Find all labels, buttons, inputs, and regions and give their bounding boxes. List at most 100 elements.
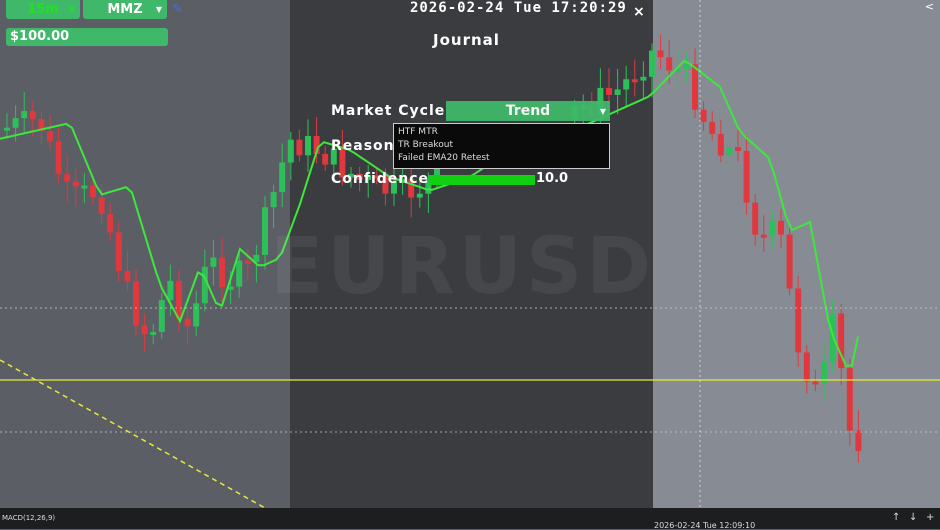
candle: [287, 139, 294, 163]
candle: [717, 134, 724, 156]
trend-line[interactable]: [0, 359, 266, 508]
reason-label: Reason: [331, 138, 395, 154]
candle: [81, 185, 88, 189]
candle: [339, 148, 346, 178]
chevron-down-icon: ▼: [599, 106, 606, 116]
symbol-select[interactable]: MMZ ▼: [83, 0, 167, 19]
candle: [279, 162, 286, 193]
candle: [193, 303, 200, 327]
symbol-value: MMZ: [107, 2, 143, 17]
candle: [98, 197, 105, 215]
price-chart[interactable]: [0, 0, 940, 508]
confidence-value: 10.0: [536, 171, 569, 186]
candle: [674, 68, 681, 72]
candle: [47, 131, 53, 142]
candle: [296, 139, 303, 156]
candle: [640, 76, 647, 81]
candle: [391, 181, 397, 194]
confidence-label: Confidence: [331, 171, 430, 187]
candle: [382, 175, 389, 194]
pen-icon[interactable]: ✎: [172, 2, 183, 17]
confidence-slider[interactable]: [429, 175, 535, 185]
market-cycle-value: Trend: [505, 103, 551, 119]
candle: [107, 214, 114, 233]
candle: [700, 109, 707, 122]
collapse-button[interactable]: <: [924, 0, 934, 13]
candle: [812, 381, 819, 385]
candle: [201, 266, 208, 304]
candle: [4, 127, 10, 131]
candle: [322, 154, 329, 165]
candle: [12, 118, 19, 128]
candle: [606, 87, 612, 95]
balance-field[interactable]: $100.00: [6, 28, 168, 46]
candle: [141, 325, 148, 335]
candle: [124, 270, 131, 282]
candle: [313, 135, 320, 155]
candle: [219, 257, 225, 288]
market-cycle-select[interactable]: Trend ▼: [446, 101, 610, 121]
candle: [855, 430, 862, 452]
symbol-watermark: EURUSD: [270, 222, 655, 312]
candle: [416, 193, 423, 198]
candle: [150, 331, 157, 335]
candle: [227, 286, 234, 290]
candle: [115, 232, 122, 271]
candle: [743, 150, 750, 203]
candle: [649, 50, 655, 77]
candle: [158, 300, 165, 332]
candle: [72, 181, 79, 187]
candle: [176, 280, 182, 319]
candle: [821, 362, 827, 383]
candle: [348, 173, 354, 178]
close-journal-button[interactable]: ×: [633, 4, 645, 20]
candle: [838, 313, 845, 369]
chevron-down-icon: ▼: [68, 5, 75, 14]
candle: [683, 64, 690, 69]
candle: [623, 79, 630, 90]
candle: [55, 141, 62, 175]
crosshair-time-label: 2026-02-24 Tue 12:09:10: [654, 521, 756, 530]
candle: [769, 220, 776, 236]
candle: [425, 179, 432, 194]
candle: [752, 202, 759, 235]
arrow-up-icon[interactable]: ↑: [892, 512, 901, 523]
candle: [631, 79, 638, 83]
candle: [365, 175, 372, 180]
market-cycle-label: Market Cycle: [331, 103, 446, 119]
reason-item[interactable]: HTF MTR: [398, 127, 438, 137]
reason-item[interactable]: TR Breakout: [398, 140, 453, 150]
candle: [726, 147, 733, 156]
arrow-down-icon[interactable]: ↓: [909, 512, 918, 523]
clock: 2026-02-24 Tue 17:20:29: [410, 0, 627, 16]
candle: [305, 135, 311, 156]
reason-list[interactable]: HTF MTR TR Breakout Failed EMA20 Retest: [393, 123, 610, 169]
candle: [408, 178, 415, 198]
candle: [846, 368, 853, 431]
candle: [692, 64, 698, 110]
candle: [38, 118, 45, 132]
add-icon[interactable]: +: [926, 512, 935, 523]
candle: [21, 111, 28, 119]
candle: [64, 174, 71, 182]
candle: [795, 288, 802, 353]
candle: [356, 173, 363, 180]
candle: [709, 121, 716, 135]
journal-title: Journal: [433, 31, 500, 49]
timeframe-select[interactable]: 15m ▼: [6, 0, 80, 19]
reason-item[interactable]: Failed EMA20 Retest: [398, 153, 490, 163]
ema-line: [0, 59, 859, 368]
macd-label: MACD(12,26,9): [2, 514, 56, 522]
candle: [184, 318, 191, 327]
candle: [614, 89, 621, 95]
future-area: [653, 0, 940, 508]
candle: [270, 192, 277, 208]
candle: [90, 185, 96, 198]
candle: [803, 352, 810, 382]
candle: [253, 254, 260, 263]
candle: [373, 175, 380, 179]
candle: [133, 281, 139, 326]
candle: [29, 111, 36, 119]
candle: [236, 260, 243, 287]
candle: [262, 207, 268, 255]
